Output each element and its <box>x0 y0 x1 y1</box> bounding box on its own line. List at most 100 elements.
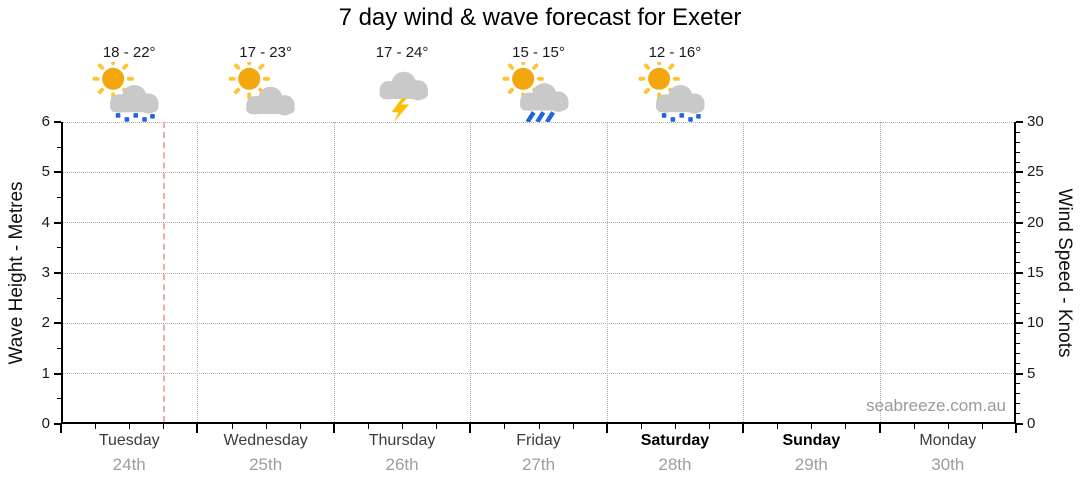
gridline-vertical <box>879 122 881 422</box>
temperature-range-label: 17 - 24° <box>375 44 429 61</box>
date-label: 30th <box>931 455 965 474</box>
left-axis-minor-tick <box>57 348 61 349</box>
left-axis-minor-tick <box>57 146 61 148</box>
x-axis-minor-tick <box>674 424 676 429</box>
sun-cloud-showers-icon <box>88 58 170 122</box>
date-label: 28th <box>658 455 692 474</box>
watermark: seabreeze.com.au <box>866 396 1006 415</box>
temperature-range-label: 12 - 16° <box>648 44 702 61</box>
gridline-horizontal <box>63 171 1014 173</box>
gridline-horizontal <box>63 222 1014 224</box>
right-axis-minor-tick <box>1016 353 1020 355</box>
right-axis-minor-tick <box>1016 413 1020 415</box>
date-label: 26th <box>385 455 419 474</box>
x-axis-minor-tick <box>947 424 949 429</box>
x-axis-minor-tick <box>129 424 131 429</box>
right-axis-minor-tick <box>1016 282 1020 284</box>
x-axis-minor-tick <box>845 424 847 429</box>
right-axis-minor-tick <box>1016 191 1020 193</box>
x-axis-minor-tick <box>777 424 779 429</box>
right-axis-major-tick <box>1016 272 1023 274</box>
temperature-range-label: 15 - 15° <box>512 44 565 61</box>
right-axis-tick-label: 5 <box>1027 364 1036 382</box>
gridline-vertical <box>743 122 745 422</box>
right-axis-minor-tick <box>1016 141 1020 143</box>
left-axis-major-tick <box>54 272 61 274</box>
right-axis-minor-tick <box>1016 151 1020 153</box>
date-label: 27th <box>521 455 556 474</box>
day-label: Friday <box>516 432 561 449</box>
left-axis-major-tick <box>54 171 61 174</box>
right-axis-minor-tick <box>1016 262 1020 264</box>
plot-area <box>61 122 1016 424</box>
x-axis-minor-tick <box>402 424 404 429</box>
day-label: Wednesday <box>223 432 308 449</box>
right-axis-tick-label: 15 <box>1027 264 1044 281</box>
right-axis-major-tick <box>1016 171 1023 174</box>
right-axis-minor-tick <box>1016 363 1020 365</box>
right-axis-minor-tick <box>1016 292 1020 294</box>
left-axis-major-tick <box>54 372 61 375</box>
left-axis-major-tick <box>54 322 61 325</box>
right-axis-minor-tick <box>1016 212 1020 214</box>
day-label: Tuesday <box>98 432 160 449</box>
right-axis-major-tick <box>1016 322 1023 325</box>
right-axis-minor-tick <box>1016 252 1020 254</box>
x-axis-minor-tick <box>265 424 267 429</box>
right-axis-minor-tick <box>1016 302 1020 304</box>
right-axis-tick-label: 25 <box>1027 163 1044 181</box>
x-axis-minor-tick <box>504 424 506 429</box>
x-axis-minor-tick <box>572 424 574 429</box>
x-axis-minor-tick <box>95 424 97 429</box>
date-label: 25th <box>249 455 283 474</box>
day-label: Monday <box>919 432 977 449</box>
date-label: 29th <box>794 455 828 474</box>
x-axis-minor-tick <box>231 424 233 429</box>
left-axis-tick-label: 6 <box>41 113 50 130</box>
left-axis-minor-tick <box>57 247 61 249</box>
x-axis-minor-tick <box>640 424 642 429</box>
x-axis-minor-tick <box>299 424 301 429</box>
x-axis-minor-tick <box>538 424 540 429</box>
storm-cloud-lightning-icon <box>361 62 443 122</box>
right-axis-minor-tick <box>1016 312 1020 314</box>
right-axis-major-tick <box>1016 423 1023 425</box>
x-axis-major-tick <box>605 424 608 433</box>
x-axis-major-tick <box>742 424 745 433</box>
left-axis-tick-label: 3 <box>41 264 50 281</box>
left-axis-tick-label: 2 <box>41 314 50 332</box>
left-axis-tick-label: 4 <box>41 213 50 231</box>
right-axis-minor-tick <box>1016 202 1020 204</box>
x-axis-major-tick <box>469 424 472 433</box>
right-axis-major-tick <box>1016 372 1023 375</box>
left-axis-minor-tick <box>57 197 61 198</box>
x-axis-minor-tick <box>436 424 438 429</box>
x-axis-major-tick <box>196 424 199 433</box>
x-axis-minor-tick <box>367 424 369 429</box>
gridline-horizontal <box>63 272 1014 274</box>
chart-title: 7 day wind & wave forecast for Exeter <box>338 4 742 31</box>
temperature-range-label: 17 - 23° <box>239 44 292 61</box>
x-axis-minor-tick <box>811 424 813 429</box>
right-axis-major-tick <box>1016 121 1023 123</box>
right-axis-minor-tick <box>1016 242 1020 244</box>
right-axis-tick-label: 30 <box>1027 113 1044 130</box>
right-axis-minor-tick <box>1016 332 1020 334</box>
left-axis-minor-tick <box>57 297 61 299</box>
x-axis-major-tick <box>60 424 62 433</box>
gridline-vertical <box>606 122 608 422</box>
sun-cloud-showers-icon <box>634 58 716 122</box>
left-axis-major-tick <box>54 221 61 224</box>
right-axis-major-tick <box>1016 221 1023 224</box>
gridline-horizontal <box>63 373 1014 375</box>
left-axis-major-tick <box>54 121 61 123</box>
right-axis-minor-tick <box>1016 393 1020 395</box>
day-label: Thursday <box>368 432 436 449</box>
right-axis-minor-tick <box>1016 181 1020 183</box>
gridline-horizontal <box>63 322 1014 324</box>
right-axis-minor-tick <box>1016 232 1020 234</box>
sun-cloud-icon <box>225 58 307 122</box>
left-axis-minor-tick <box>57 398 61 400</box>
x-axis-major-tick <box>332 424 335 433</box>
